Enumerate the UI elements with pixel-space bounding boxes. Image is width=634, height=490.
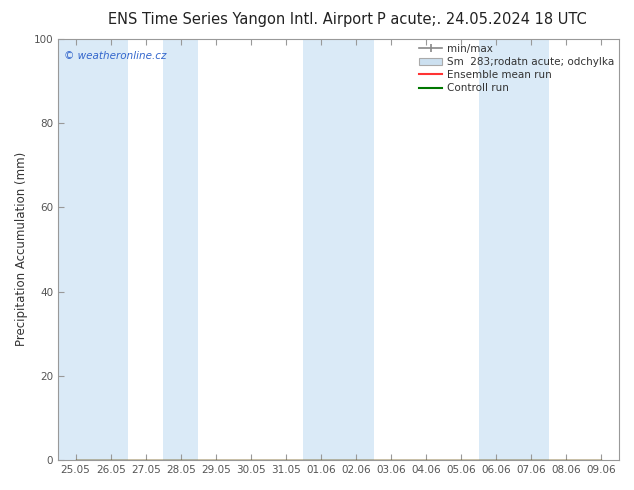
Bar [339,39,373,460]
Y-axis label: Precipitation Accumulation (mm): Precipitation Accumulation (mm) [15,152,28,346]
Bar [58,39,93,460]
Bar [479,39,514,460]
Text: ENS Time Series Yangon Intl. Airport: ENS Time Series Yangon Intl. Airport [108,12,373,27]
Legend: min/max, Sm  283;rodatn acute; odchylka, Ensemble mean run, Controll run: min/max, Sm 283;rodatn acute; odchylka, … [417,41,617,97]
Bar [304,39,339,460]
Bar [163,39,198,460]
Bar [93,39,128,460]
Text: P acute;. 24.05.2024 18 UTC: P acute;. 24.05.2024 18 UTC [377,12,586,27]
Bar [514,39,549,460]
Text: © weatheronline.cz: © weatheronline.cz [63,51,166,61]
